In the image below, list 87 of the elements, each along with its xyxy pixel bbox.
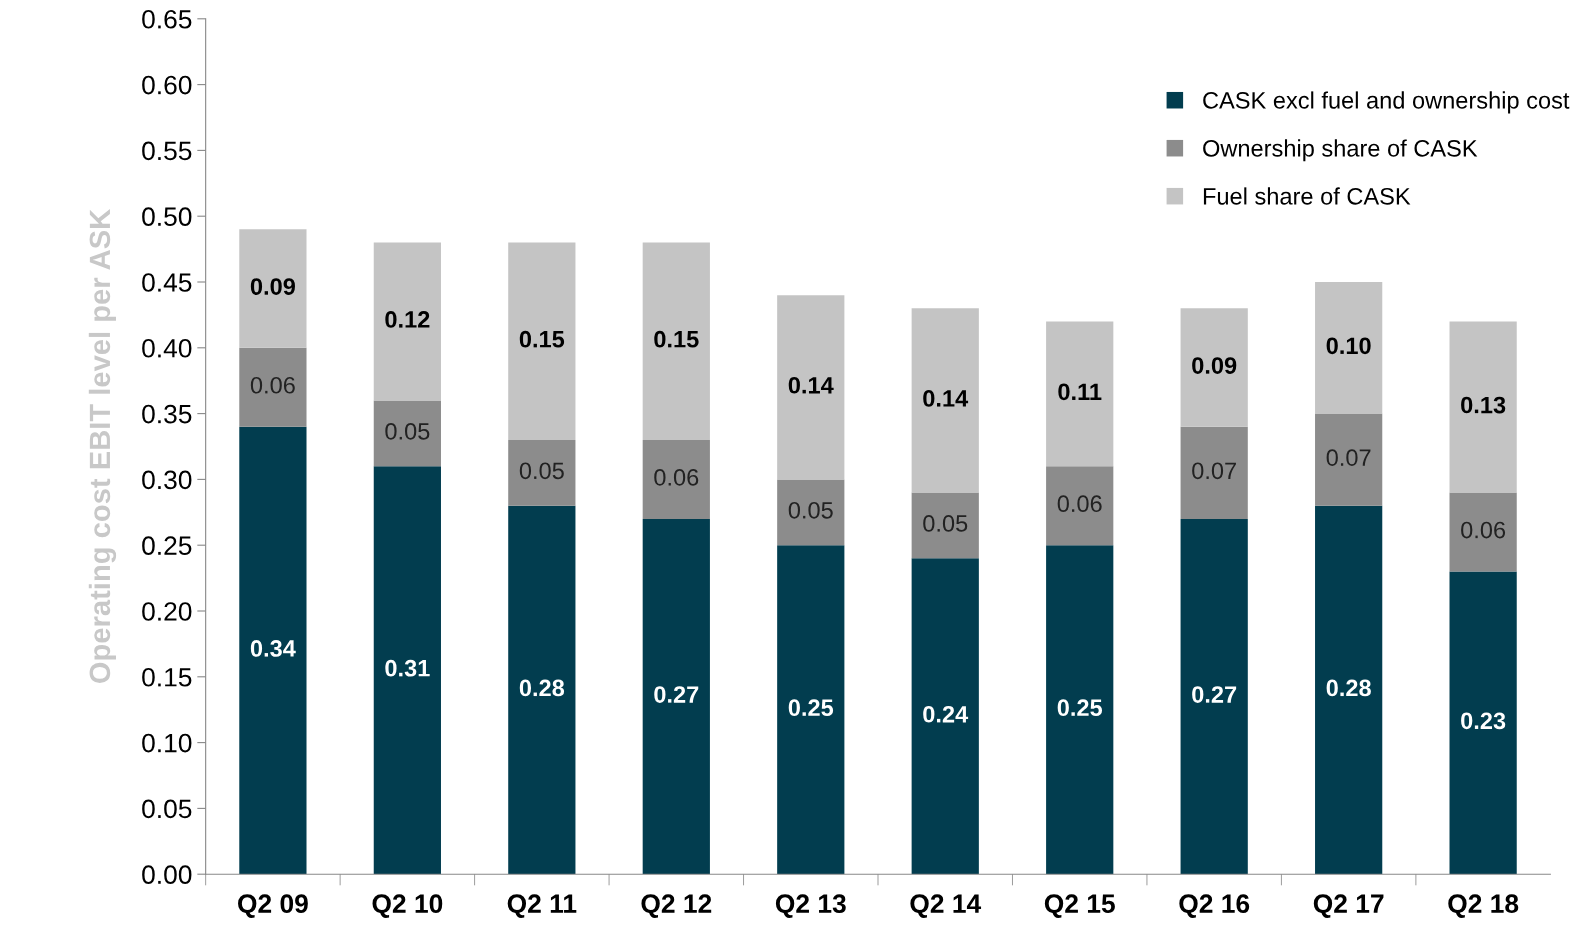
bar [911, 492, 979, 559]
bar [1180, 426, 1248, 519]
data-label: 0.05 [519, 462, 564, 480]
x-tick-label: Q2 17 [1313, 894, 1384, 918]
bar [373, 242, 441, 401]
x-tick-label: Q2 16 [1179, 894, 1250, 918]
bar [1449, 492, 1517, 572]
x-tick-label: Q2 15 [1044, 894, 1115, 918]
bar [642, 242, 710, 440]
data-label: 0.10 [1326, 337, 1371, 355]
data-label: 0.12 [385, 311, 430, 328]
data-label: 0.09 [250, 278, 295, 295]
data-label: 0.06 [1461, 521, 1506, 539]
data-label: 0.24 [923, 705, 969, 723]
data-label: 0.23 [1461, 712, 1506, 730]
data-label: 0.27 [1192, 686, 1237, 703]
y-tick-label: 0.45 [142, 273, 192, 292]
data-label: 0.14 [788, 376, 834, 394]
bar [239, 426, 307, 875]
y-tick-label: 0.20 [142, 602, 192, 621]
data-label: 0.34 [250, 640, 296, 657]
bar [1046, 545, 1114, 875]
data-label: 0.25 [1057, 699, 1103, 717]
bar [1449, 571, 1517, 875]
y-tick-label: 0.40 [142, 338, 192, 358]
data-label: 0.07 [1326, 449, 1371, 466]
bar [1315, 282, 1383, 414]
data-label: 0.06 [654, 469, 699, 486]
bar [777, 545, 845, 875]
x-tick-label: Q2 13 [775, 894, 846, 918]
y-tick-label: 0.50 [142, 207, 192, 227]
data-label: 0.13 [1461, 396, 1506, 414]
bar [1180, 518, 1248, 875]
bar [911, 558, 979, 875]
x-tick-label: Q2 10 [372, 894, 443, 918]
x-tick-label: Q2 11 [507, 894, 577, 918]
y-tick-label: 0.55 [142, 141, 192, 161]
bar [239, 347, 307, 427]
y-tick-label: 0.05 [142, 799, 192, 819]
bar [1315, 413, 1383, 506]
data-label: 0.15 [654, 330, 699, 348]
bar [777, 295, 845, 480]
data-label: 0.25 [788, 699, 834, 717]
bar [373, 466, 441, 875]
y-tick-label: 0.60 [142, 75, 192, 95]
bar [239, 229, 307, 348]
y-tick-label: 0.10 [142, 733, 192, 753]
data-label: 0.05 [385, 422, 430, 440]
bar [1046, 321, 1114, 467]
legend-label: CASK excl fuel and ownership cost [1203, 91, 1570, 114]
data-label: 0.06 [250, 376, 295, 394]
data-label: 0.11 [1058, 383, 1102, 401]
bar [1315, 505, 1383, 875]
data-label: 0.15 [519, 330, 565, 348]
y-tick-label: 0.25 [142, 536, 192, 556]
y-tick-label: 0.30 [142, 470, 192, 490]
data-label: 0.27 [654, 686, 699, 703]
bar [1449, 321, 1517, 493]
y-tick-label: 0.15 [142, 667, 192, 687]
data-label: 0.07 [1192, 462, 1236, 480]
legend-label: Fuel share of CASK [1203, 187, 1411, 205]
bar [911, 308, 979, 493]
legend-label: Ownership share of CASK [1203, 139, 1478, 162]
x-tick-label: Q2 18 [1448, 894, 1519, 918]
data-label: 0.28 [519, 679, 565, 697]
data-label: 0.14 [923, 390, 969, 407]
bar [642, 518, 710, 875]
data-label: 0.05 [788, 501, 833, 519]
x-tick-label: Q2 09 [238, 894, 308, 918]
bar [1180, 308, 1248, 427]
data-label: 0.09 [1192, 357, 1237, 374]
bar [1046, 466, 1114, 546]
y-tick-label: 0.35 [142, 404, 192, 424]
bar [373, 400, 441, 467]
data-label: 0.28 [1326, 679, 1371, 697]
x-tick-label: Q2 14 [910, 894, 982, 918]
y-tick-label: 0.65 [142, 9, 192, 29]
x-tick-label: Q2 12 [641, 894, 712, 918]
data-label: 0.05 [923, 515, 968, 532]
data-label: 0.06 [1057, 495, 1102, 513]
bar [777, 479, 845, 546]
bar [508, 439, 576, 506]
y-tick-label: 0.00 [142, 865, 192, 885]
bar [642, 439, 710, 519]
bar [508, 242, 576, 440]
bar [508, 505, 576, 875]
data-label: 0.31 [385, 659, 430, 677]
